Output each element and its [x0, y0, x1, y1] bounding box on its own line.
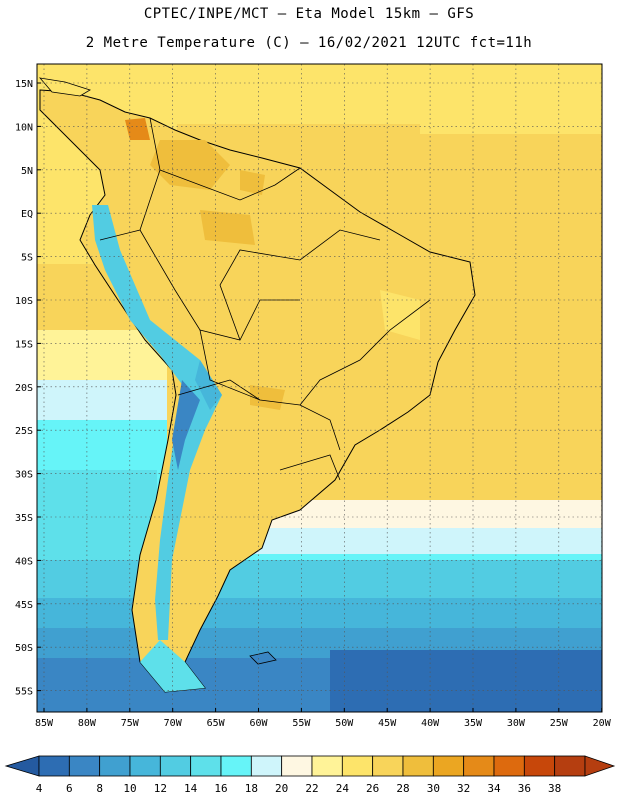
lat-tick-label: 5N — [21, 166, 33, 177]
colorbar-tick-label: 6 — [66, 782, 73, 795]
colorbar-swatch — [523, 755, 556, 777]
colorbar-tick-label: 8 — [96, 782, 103, 795]
lat-tick-label: 10S — [15, 296, 33, 307]
lat-tick-label: 50S — [15, 643, 33, 654]
lon-tick-label: 65W — [207, 718, 226, 729]
latitude-axis: 15N 10N 5N EQ 5S 10S 15S 20S 25S 30S 35S 40S 45S 50S 5… — [15, 79, 41, 698]
lon-tick-label: 70W — [164, 718, 183, 729]
lat-tick-label: 10N — [15, 122, 33, 133]
colorbar-tick-label: 4 — [36, 782, 43, 795]
colorbar-low-arrow — [4, 755, 40, 777]
colorbar-swatch — [281, 755, 313, 777]
map-subtitle: 2 Metre Temperature (C) – 16/02/2021 12U… — [85, 35, 533, 51]
colorbar-tick-label: 16 — [214, 782, 227, 795]
lon-tick-label: 30W — [507, 718, 526, 729]
lat-tick-label: 15N — [15, 79, 33, 90]
lat-tick-label: 25S — [15, 426, 33, 437]
lon-tick-label: 25W — [550, 718, 569, 729]
longitude-axis: 85W 80W 75W 70W 65W 60W 55W 50W 45W 40W 35W 30W 25W 2… — [35, 708, 612, 729]
lat-tick-label: 40S — [15, 556, 33, 567]
map-title: CPTEC/INPE/MCT – Eta Model 15km – GFS — [143, 6, 475, 22]
colorbar-swatch — [463, 755, 495, 777]
colorbar-tick-label: 18 — [245, 782, 258, 795]
colorbar-swatch — [220, 755, 252, 777]
map-gridlines — [37, 64, 603, 712]
colorbar-swatch — [372, 755, 404, 777]
colorbar-swatch — [99, 755, 131, 777]
colorbar-tick-label: 12 — [154, 782, 167, 795]
map-frame — [36, 63, 603, 713]
colorbar-tick-label: 28 — [396, 782, 409, 795]
colorbar-swatch — [402, 755, 434, 777]
lon-tick-label: 35W — [464, 718, 483, 729]
colorbar-tick-label: 26 — [366, 782, 379, 795]
colorbar-swatch — [311, 755, 343, 777]
colorbar-swatch — [38, 755, 70, 777]
colorbar-tick-label: 14 — [184, 782, 198, 795]
colorbar-swatch — [190, 755, 222, 777]
colorbar-swatch — [68, 755, 101, 777]
temperature-field — [37, 64, 602, 712]
colorbar-tick-label: 34 — [487, 782, 501, 795]
colorbar-swatch — [554, 755, 586, 777]
colorbar-tick-label: 22 — [305, 782, 318, 795]
colorbar-tick-label: 32 — [457, 782, 470, 795]
colorbar-swatch — [432, 755, 465, 777]
colorbar-swatch — [159, 755, 192, 777]
lat-tick-label: 5S — [21, 253, 33, 264]
lon-tick-label: 80W — [78, 718, 97, 729]
lon-tick-label: 60W — [249, 718, 268, 729]
colorbar-swatch — [341, 755, 374, 777]
colorbar-tick-label: 24 — [336, 782, 350, 795]
lat-tick-label: 35S — [15, 513, 33, 524]
colorbar-swatch — [250, 755, 283, 777]
lon-tick-label: 85W — [35, 718, 54, 729]
lat-tick-label: 30S — [15, 470, 33, 481]
colorbar-tick-label: 30 — [427, 782, 440, 795]
lon-tick-label: 75W — [121, 718, 140, 729]
colorbar: 4 6 8 10 12 14 16 18 20 22 24 26 28 30 32 34 36 38 — [4, 755, 616, 795]
lon-tick-label: 55W — [292, 718, 311, 729]
lon-tick-label: 50W — [335, 718, 354, 729]
colorbar-high-arrow — [584, 755, 616, 777]
lat-tick-label: 20S — [15, 383, 33, 394]
colorbar-tick-label: 10 — [123, 782, 136, 795]
lat-tick-label: 45S — [15, 600, 33, 611]
colorbar-swatch — [493, 755, 525, 777]
lat-tick-label: 55S — [15, 687, 33, 698]
lat-tick-label: 15S — [15, 339, 33, 350]
lat-tick-label: EQ — [21, 209, 33, 220]
lon-tick-label: 45W — [378, 718, 397, 729]
colorbar-tick-label: 38 — [548, 782, 561, 795]
colorbar-swatch — [129, 755, 161, 777]
colorbar-tick-label: 36 — [518, 782, 531, 795]
colorbar-tick-label: 20 — [275, 782, 288, 795]
lon-tick-label: 20W — [593, 718, 612, 729]
lon-tick-label: 40W — [421, 718, 440, 729]
